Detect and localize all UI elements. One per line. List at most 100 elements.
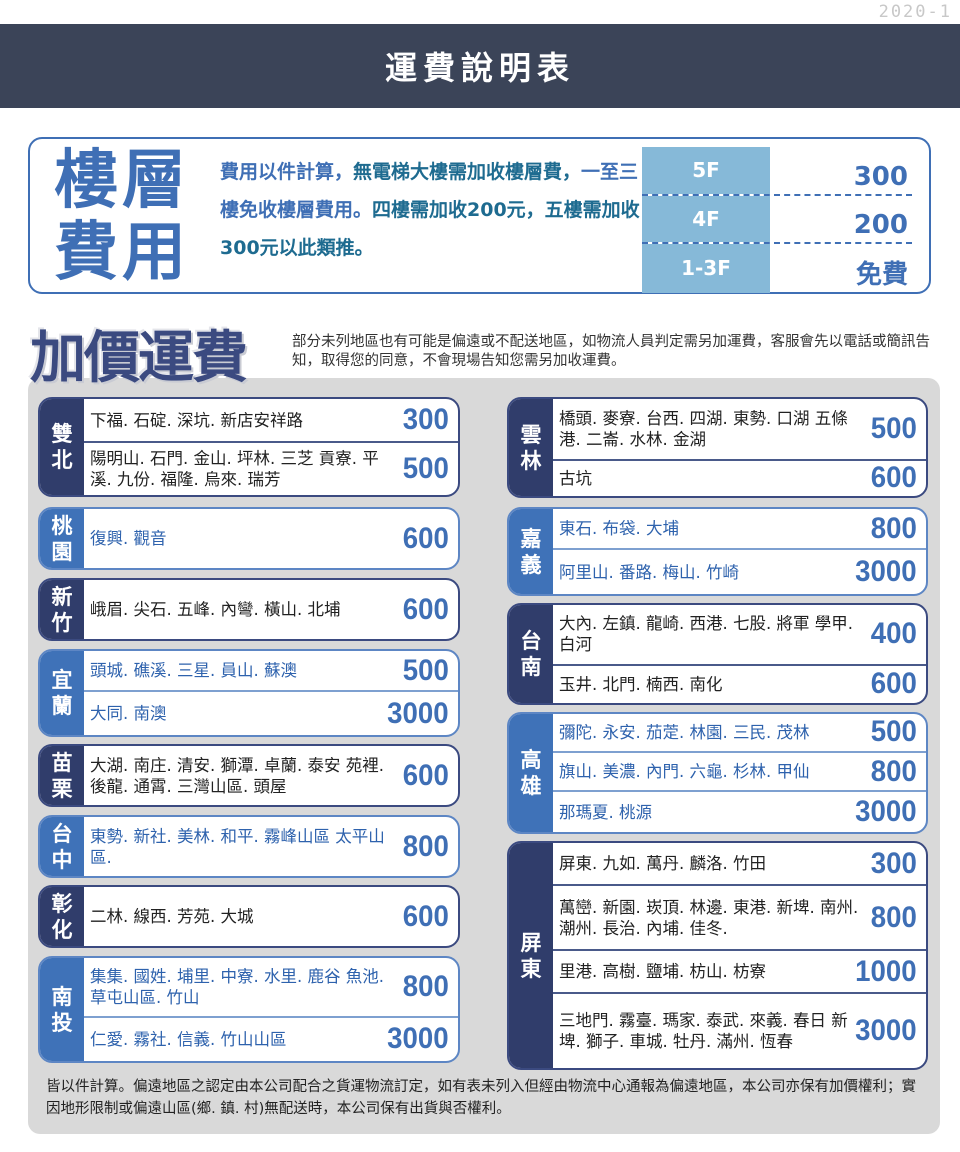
- region-label: 雲林: [509, 399, 553, 496]
- price-row: 東勢. 新社. 美林. 和平. 霧峰山區 太平山區. 800: [84, 817, 458, 876]
- price-row: 彌陀. 永安. 茄萣. 林園. 三民. 茂林 500: [553, 714, 926, 753]
- price-row: 二林. 線西. 芳苑. 大城 600: [84, 887, 458, 946]
- price-row: 古坑 600: [553, 461, 926, 497]
- price: 3000: [855, 795, 917, 829]
- price-row: 峨眉. 尖石. 五峰. 內彎. 橫山. 北埔 600: [84, 580, 458, 639]
- area-list: 下福. 石碇. 深坑. 新店安祥路: [90, 410, 303, 430]
- region-label: 雙北: [40, 399, 84, 495]
- price: 500: [870, 411, 917, 445]
- region-label: 新竹: [40, 580, 84, 639]
- price-row: 三地門. 霧臺. 瑪家. 泰武. 來義. 春日 新埤. 獅子. 車城. 牡丹. …: [553, 994, 926, 1068]
- floor-row: 5F 300: [642, 147, 912, 196]
- area-list: 仁愛. 霧社. 信義. 竹山山區: [90, 1029, 287, 1049]
- price: 600: [402, 592, 449, 626]
- region-rows: 復興. 觀音 600: [84, 509, 458, 568]
- surcharge-description: 部分未列地區也有可能是偏遠或不配送地區，如物流人員判定需另加運費，客服會先以電話…: [292, 334, 930, 369]
- version-label: 2020-1: [878, 2, 952, 22]
- price-row: 阿里山. 番路. 梅山. 竹崎 3000: [553, 550, 926, 594]
- price: 800: [402, 829, 449, 863]
- price-row: 大同. 南澳 3000: [84, 692, 458, 735]
- price: 300: [402, 403, 449, 437]
- price: 600: [402, 899, 449, 933]
- region-rows: 大內. 左鎮. 龍崎. 西港. 七股. 將軍 學甲. 白河 400 玉井. 北門. …: [553, 605, 926, 703]
- price: 1000: [855, 954, 917, 988]
- region-label: 高雄: [509, 714, 553, 832]
- area-list: 彌陀. 永安. 茄萣. 林園. 三民. 茂林: [559, 722, 810, 742]
- area-list: 萬巒. 新園. 崁頂. 林邊. 東港. 新埤. 南州. 潮州. 長治. 內埔. …: [559, 897, 859, 938]
- area-list: 里港. 高樹. 鹽埔. 枋山. 枋寮: [559, 962, 766, 982]
- price: 800: [870, 900, 917, 934]
- area-list: 大同. 南澳: [90, 704, 167, 724]
- region-label: 宜蘭: [40, 651, 84, 735]
- price-row: 屏東. 九如. 萬丹. 麟洛. 竹田 300: [553, 843, 926, 887]
- region-label: 屏東: [509, 843, 553, 1068]
- region-card: 台南 大內. 左鎮. 龍崎. 西港. 七股. 將軍 學甲. 白河 400 玉井. 北門…: [507, 603, 928, 705]
- region-card: 雲林 橋頭. 麥寮. 台西. 四湖. 東勢. 口湖 五條港. 二崙. 水林. 金湖…: [507, 397, 928, 498]
- area-list: 二林. 線西. 芳苑. 大城: [90, 907, 254, 926]
- floor-label: 1-3F: [642, 244, 770, 293]
- region-rows: 峨眉. 尖石. 五峰. 內彎. 橫山. 北埔 600: [84, 580, 458, 639]
- price-row: 橋頭. 麥寮. 台西. 四湖. 東勢. 口湖 五條港. 二崙. 水林. 金湖 50…: [553, 399, 926, 461]
- region-rows: 下福. 石碇. 深坑. 新店安祥路 300 陽明山. 石門. 金山. 坪林. 三芝 …: [84, 399, 458, 495]
- price: 300: [870, 846, 917, 880]
- price: 3000: [387, 1022, 449, 1056]
- area-list: 旗山. 美濃. 內門. 六龜. 杉林. 甲仙: [559, 762, 810, 782]
- price-row: 里港. 高樹. 鹽埔. 枋山. 枋寮 1000: [553, 951, 926, 995]
- price: 400: [870, 617, 917, 651]
- price-row: 陽明山. 石門. 金山. 坪林. 三芝 貢寮. 平溪. 九份. 福隆. 烏來. …: [84, 443, 458, 495]
- region-rows: 東石. 布袋. 大埔 800 阿里山. 番路. 梅山. 竹崎 3000: [553, 509, 926, 594]
- price: 3000: [855, 1014, 917, 1048]
- price: 800: [870, 511, 917, 545]
- region-card: 南投 集集. 國姓. 埔里. 中寮. 水里. 鹿谷 魚池. 草屯山區. 竹山 800…: [38, 956, 460, 1063]
- floor-fee: 200: [853, 210, 908, 241]
- floor-fee: 300: [853, 161, 908, 192]
- region-card: 台中 東勢. 新社. 美林. 和平. 霧峰山區 太平山區. 800: [38, 815, 460, 878]
- region-label: 台中: [40, 817, 84, 876]
- region-card: 新竹 峨眉. 尖石. 五峰. 內彎. 橫山. 北埔 600: [38, 578, 460, 641]
- area-list: 古坑: [559, 468, 592, 488]
- region-card: 高雄 彌陀. 永安. 茄萣. 林園. 三民. 茂林 500 旗山. 美濃. 內門. 六…: [507, 712, 928, 834]
- price: 600: [870, 667, 917, 701]
- region-card: 雙北 下福. 石碇. 深坑. 新店安祥路 300 陽明山. 石門. 金山. 坪林. 三…: [38, 397, 460, 497]
- region-label: 苗栗: [40, 746, 84, 805]
- price: 600: [870, 461, 917, 495]
- area-list: 東石. 布袋. 大埔: [559, 519, 679, 539]
- region-card: 屏東 屏東. 九如. 萬丹. 麟洛. 竹田 300 萬巒. 新園. 崁頂. 林邊. 東…: [507, 841, 928, 1070]
- region-rows: 頭城. 礁溪. 三星. 員山. 蘇澳 500 大同. 南澳 3000: [84, 651, 458, 735]
- floor-row: 1-3F 免費: [642, 244, 912, 293]
- price: 500: [402, 452, 449, 486]
- area-list: 橋頭. 麥寮. 台西. 四湖. 東勢. 口湖 五條港. 二崙. 水林. 金湖: [559, 408, 848, 449]
- desc-part: 費用以件計算，: [220, 161, 354, 183]
- price-row: 下福. 石碇. 深坑. 新店安祥路 300: [84, 399, 458, 444]
- area-list: 那瑪夏. 桃源: [559, 802, 652, 822]
- desc-part: 一至三樓免收樓層費用。: [220, 161, 639, 221]
- region-label: 彰化: [40, 887, 84, 946]
- floor-label: 5F: [642, 147, 770, 194]
- area-list: 復興. 觀音: [90, 529, 167, 548]
- area-list: 阿里山. 番路. 梅山. 竹崎: [559, 562, 739, 582]
- area-list: 三地門. 霧臺. 瑪家. 泰武. 來義. 春日 新埤. 獅子. 車城. 牡丹. …: [559, 1011, 848, 1052]
- page-title: 運費說明表: [0, 24, 960, 108]
- price-row: 頭城. 礁溪. 三星. 員山. 蘇澳 500: [84, 651, 458, 693]
- region-label: 嘉義: [509, 509, 553, 594]
- price: 800: [402, 969, 449, 1003]
- price-row: 旗山. 美濃. 內門. 六龜. 杉林. 甲仙 800: [553, 753, 926, 793]
- region-label: 南投: [40, 958, 84, 1061]
- price-row: 那瑪夏. 桃源 3000: [553, 792, 926, 832]
- price-row: 復興. 觀音 600: [84, 509, 458, 568]
- area-list: 大內. 左鎮. 龍崎. 西港. 七股. 將軍 學甲. 白河: [559, 614, 853, 655]
- floor-fee: 免費: [855, 259, 908, 290]
- area-list: 集集. 國姓. 埔里. 中寮. 水里. 鹿谷 魚池. 草屯山區. 竹山: [90, 966, 384, 1007]
- area-list: 頭城. 礁溪. 三星. 員山. 蘇澳: [90, 661, 297, 681]
- region-card: 彰化 二林. 線西. 芳苑. 大城 600: [38, 885, 460, 948]
- price: 500: [402, 653, 449, 687]
- region-label: 桃園: [40, 509, 84, 568]
- region-rows: 二林. 線西. 芳苑. 大城 600: [84, 887, 458, 946]
- footnote: 皆以件計算。偏遠地區之認定由本公司配合之貨運物流訂定，如有表未列入但經由物流中心…: [46, 1079, 916, 1117]
- region-card: 嘉義 東石. 布袋. 大埔 800 阿里山. 番路. 梅山. 竹崎 3000: [507, 507, 928, 596]
- surcharge-heading: 加價運費: [30, 326, 248, 391]
- area-list: 玉井. 北門. 楠西. 南化: [559, 674, 723, 694]
- price-row: 集集. 國姓. 埔里. 中寮. 水里. 鹿谷 魚池. 草屯山區. 竹山 800: [84, 958, 458, 1018]
- floor-fee-heading: 樓層費用: [54, 144, 190, 290]
- area-list: 陽明山. 石門. 金山. 坪林. 三芝 貢寮. 平溪. 九份. 福隆. 烏來. …: [90, 449, 379, 490]
